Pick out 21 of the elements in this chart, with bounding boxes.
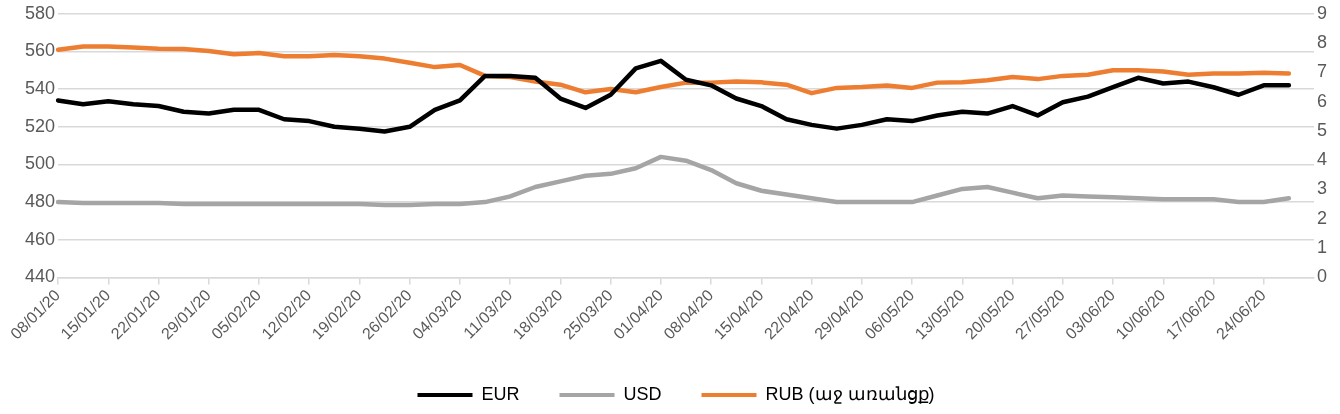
y2-tick-label: 4 [1316, 149, 1327, 170]
y2-tick-label: 5 [1316, 119, 1327, 140]
y-tick-label: 540 [24, 78, 56, 99]
y2-tick-label: 8 [1316, 32, 1327, 53]
legend-label: USD [623, 383, 662, 404]
y-tick-label: 480 [24, 191, 56, 212]
legend-label: EUR [481, 383, 520, 404]
y2-tick-label: 1 [1316, 237, 1327, 258]
y-tick-label: 460 [24, 228, 56, 249]
y2-tick-label: 9 [1316, 2, 1327, 23]
y2-tick-label: 7 [1316, 61, 1327, 82]
y-tick-label: 440 [24, 266, 56, 287]
legend-label: RUB (աջ առանցք) [765, 383, 935, 404]
y-tick-label: 560 [24, 40, 56, 61]
y-tick-label: 500 [24, 153, 56, 174]
y-tick-label: 580 [24, 2, 56, 23]
y2-tick-label: 0 [1316, 266, 1327, 287]
y-tick-label: 520 [24, 115, 56, 136]
y2-tick-label: 6 [1316, 90, 1327, 111]
y2-tick-label: 2 [1316, 207, 1327, 228]
y2-tick-label: 3 [1316, 178, 1327, 199]
